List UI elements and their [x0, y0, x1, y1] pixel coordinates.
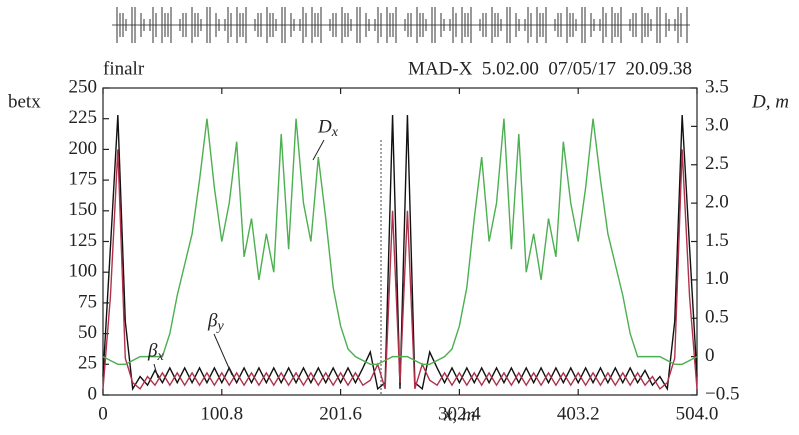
series-line — [102, 118, 698, 365]
annotation-subscript: y — [215, 319, 224, 334]
y2-tick-label: 1.0 — [705, 268, 729, 289]
y-tick-label: 100 — [69, 261, 98, 282]
y-tick-label: 50 — [78, 322, 97, 343]
y-tick-label: 150 — [69, 199, 98, 220]
y-axis-label: betx — [8, 91, 41, 112]
header-right: MAD-X 5.02.00 07/05/17 20.09.38 — [408, 58, 692, 79]
plot-frame — [102, 87, 698, 396]
y2-tick-label: 3.5 — [705, 76, 729, 97]
y-tick-label: 175 — [69, 168, 98, 189]
y2-tick-label: 2.5 — [705, 153, 729, 174]
series-line — [102, 114, 698, 391]
header-left: finalr — [103, 58, 145, 79]
lattice-strip — [112, 7, 690, 43]
annotation-leader — [153, 363, 159, 379]
x-tick-label: 504.0 — [676, 403, 719, 424]
series-annotation: βy — [207, 310, 224, 334]
y-tick-label: 125 — [69, 230, 98, 251]
x-axis-label: x, m — [443, 404, 476, 425]
y2-axis-label: D, m — [751, 91, 789, 112]
x-tick-label: 302.4 — [438, 403, 481, 424]
x-tick-label: 100.8 — [200, 403, 243, 424]
annotation-subscript: x — [331, 125, 339, 140]
y-tick-label: 0 — [88, 383, 98, 404]
y-tick-label: 225 — [69, 107, 98, 128]
y-tick-label: 25 — [78, 353, 97, 374]
series-line — [102, 149, 698, 390]
y2-tick-label: 2.0 — [705, 191, 729, 212]
x-tick-label: 0 — [98, 403, 108, 424]
y-tick-label: 250 — [69, 76, 98, 97]
y2-tick-label: −0.5 — [705, 383, 739, 404]
y2-tick-label: 0 — [705, 345, 715, 366]
series-annotation: βx — [147, 340, 164, 364]
y-tick-label: 75 — [78, 291, 97, 312]
annotation-leader — [213, 333, 233, 376]
annotation-subscript: x — [156, 349, 164, 364]
x-tick-label: 201.6 — [319, 403, 362, 424]
x-tick-label: 403.2 — [557, 403, 600, 424]
y-tick-label: 200 — [69, 138, 98, 159]
y2-tick-label: 0.5 — [705, 307, 729, 328]
y2-tick-label: 1.5 — [705, 230, 729, 251]
series-annotation: Dx — [317, 116, 339, 140]
annotation-leader — [312, 139, 325, 161]
y2-tick-label: 3.0 — [705, 115, 729, 136]
